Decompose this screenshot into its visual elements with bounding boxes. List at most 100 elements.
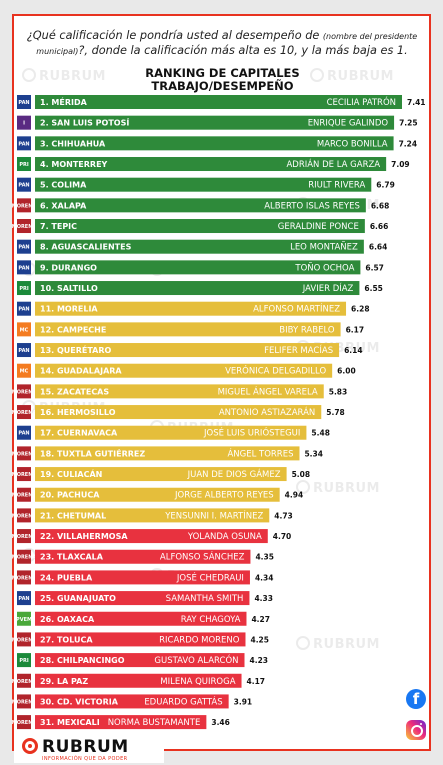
pan-logo-icon: [17, 343, 31, 358]
bar-rank-label: 4. MONTERREY: [40, 160, 108, 169]
bar-rank-label: 26. OAXACA: [40, 615, 95, 624]
morena-logo-icon: [17, 487, 31, 502]
bar: [35, 239, 364, 254]
party-logo-label: PAN: [18, 100, 29, 106]
survey-question: ¿Qué calificación le pondría usted al de…: [26, 29, 418, 59]
bar-rank-label: 13. QUERÉTARO: [40, 344, 112, 355]
bar-name-label: MIGUEL ÁNGEL VARELA: [218, 385, 318, 397]
morena-logo-icon: [17, 529, 31, 544]
data-label: 6.57: [365, 263, 384, 272]
bar-name-label: EDUARDO GATTÁS: [144, 695, 222, 707]
bar-name-label: MARCO BONILLA: [317, 139, 388, 149]
watermark: RUBRUM: [296, 480, 380, 496]
watermark: RUBRUM: [310, 68, 394, 84]
bar-name-label: ALBERTO ISLAS REYES: [264, 201, 360, 211]
verde-logo-icon: [17, 611, 31, 626]
party-logo-label: MORENA: [12, 389, 37, 395]
bar-rank-label: 31. MEXICALI: [40, 718, 100, 727]
bar-name-label: YOLANDA OSUNA: [187, 532, 262, 542]
question-text: ¿Qué calificación le pondría usted al de…: [26, 29, 320, 42]
bar-name-label: ANTONIO ASTIAZARÁN: [219, 406, 315, 418]
bar-name-label: JUAN DE DIOS GÁMEZ: [187, 468, 281, 480]
bar-rank-label: 25. GUANAJUATO: [40, 594, 116, 603]
data-label: 4.70: [273, 532, 292, 541]
morena-logo-icon: [17, 632, 31, 647]
bar: [35, 281, 360, 296]
bar-name-label: YENSUNNI I. MARTÍNEZ: [164, 509, 263, 521]
bar-rank-label: 29. LA PAZ: [40, 677, 88, 686]
morena-logo-icon: [17, 673, 31, 688]
data-label: 7.09: [391, 160, 410, 169]
party-logo-label: PAN: [18, 141, 29, 147]
party-logo-label: MORENA: [12, 699, 37, 705]
party-logo-label: PVEM: [16, 617, 32, 623]
chart-title-block: RANKING DE CAPITALES TRABAJO/DESEMPEÑO: [110, 67, 335, 93]
party-logo-label: MORENA: [12, 534, 37, 540]
data-label: 5.34: [304, 449, 323, 458]
bar: [35, 260, 361, 275]
party-logo-label: MORENA: [12, 472, 37, 478]
bar: [35, 384, 324, 399]
bar-name-label: CECILIA PATRÓN: [327, 96, 396, 108]
data-label: 4.17: [247, 677, 266, 686]
party-logo-label: MORENA: [12, 513, 37, 519]
bar-name-label: RAY CHAGOYA: [181, 615, 241, 625]
bar: [35, 653, 245, 668]
bar-name-label: BIBY RABELO: [279, 325, 335, 335]
party-logo-label: PRI: [19, 286, 29, 292]
bar-rank-label: 10. SALTILLO: [40, 284, 98, 293]
morena-logo-icon: [17, 549, 31, 564]
bar-name-label: JORGE ALBERTO REYES: [174, 491, 274, 501]
bar: [35, 611, 247, 626]
pri-logo-icon: [17, 281, 31, 296]
bar: [35, 405, 322, 420]
data-label: 6.66: [370, 222, 389, 231]
chart-title: RANKING DE CAPITALES: [145, 66, 300, 80]
party-logo-label: MORENA: [12, 720, 37, 726]
bar: [35, 95, 402, 109]
bar: [35, 115, 395, 130]
bar-name-label: NORMA BUSTAMANTE: [108, 718, 201, 728]
bar-rank-label: 21. CHETUMAL: [40, 511, 106, 520]
bar: [35, 301, 347, 316]
party-logo-label: PAN: [18, 431, 29, 437]
instagram-icon[interactable]: [406, 720, 426, 740]
bar: [35, 508, 270, 523]
bar-rank-label: 23. TLAXCALA: [40, 553, 104, 562]
brand-name: RUBRUM: [42, 737, 129, 757]
data-label: 4.23: [250, 656, 269, 665]
bar-rank-label: 1. MÉRIDA: [40, 96, 88, 107]
bar-name-label: GERALDINE PONCE: [278, 222, 359, 232]
facebook-icon[interactable]: f: [406, 689, 426, 709]
bar-rank-label: 8. AGUASCALIENTES: [40, 243, 132, 252]
pan-logo-icon: [17, 177, 31, 192]
party-logo-label: PAN: [18, 307, 29, 313]
pan-logo-icon: [17, 136, 31, 151]
party-logo-label: PAN: [18, 245, 29, 251]
morena-logo-icon: [17, 219, 31, 234]
data-label: 5.78: [326, 408, 345, 417]
brand-tagline: INFORMACIÓN QUE DA PODER: [42, 756, 128, 762]
pan-logo-icon: [17, 260, 31, 275]
data-label: 6.14: [344, 346, 363, 355]
bar-name-label: FELIFER MACÍAS: [264, 344, 333, 356]
pan-logo-icon: [17, 591, 31, 606]
bar: [35, 467, 287, 482]
party-logo-label: MC: [20, 369, 29, 375]
morena-logo-icon: [17, 384, 31, 399]
bar-name-label: JOSÉ LUIS URIÓSTEGUI: [203, 427, 300, 439]
bar-rank-label: 22. VILLAHERMOSA: [40, 532, 128, 541]
bar: [35, 570, 250, 585]
morena-logo-icon: [17, 694, 31, 709]
data-label: 6.79: [376, 181, 395, 190]
morena-logo-icon: [17, 405, 31, 420]
bar-rank-label: 27. TOLUCA: [40, 635, 93, 644]
bar-rank-label: 2. SAN LUIS POTOSÍ: [40, 117, 129, 128]
bar-rank-label: 16. HERMOSILLO: [40, 408, 116, 417]
bar-rank-label: 7. TEPIC: [40, 222, 77, 231]
mc-logo-icon: [17, 322, 31, 337]
data-label: 3.91: [234, 697, 253, 706]
bar-name-label: ALFONSO MARTÍNEZ: [253, 303, 340, 315]
question-note: (nombre del presidente municipal): [36, 32, 418, 56]
